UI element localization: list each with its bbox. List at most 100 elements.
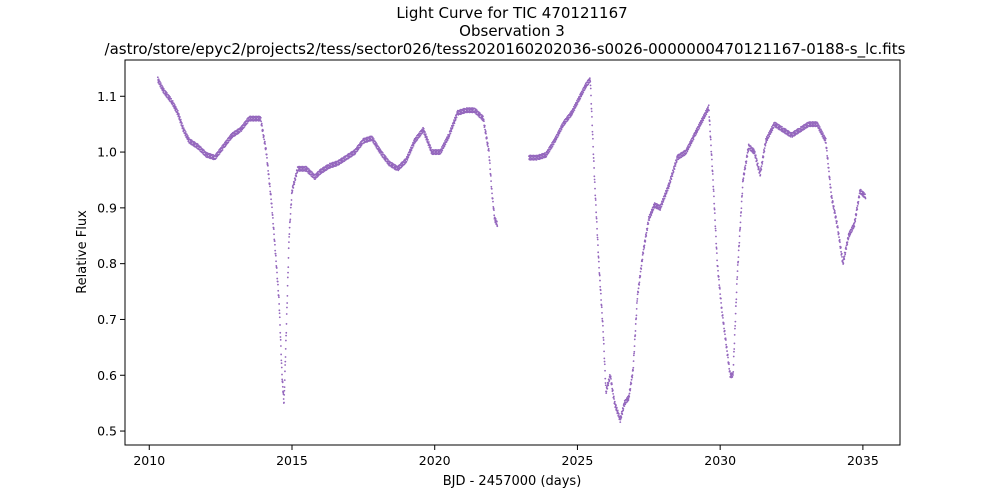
data-point — [403, 163, 406, 166]
data-point — [581, 88, 584, 91]
data-point — [823, 135, 826, 138]
data-point — [547, 152, 550, 154]
data-point — [576, 103, 579, 105]
data-point — [737, 256, 740, 258]
data-point — [378, 146, 380, 149]
data-point — [405, 160, 408, 163]
data-point — [488, 156, 491, 158]
data-point — [267, 164, 269, 167]
data-point — [288, 241, 290, 244]
data-point — [159, 85, 162, 88]
data-point — [595, 211, 598, 214]
data-point — [413, 142, 416, 145]
data-point — [567, 118, 570, 121]
data-point — [573, 109, 576, 112]
data-point — [857, 200, 860, 203]
data-point — [690, 142, 693, 145]
data-point — [599, 289, 602, 292]
data-point — [760, 168, 763, 171]
data-point — [770, 126, 773, 128]
data-point — [708, 116, 711, 118]
data-point — [445, 140, 448, 143]
data-point — [282, 398, 285, 400]
data-point — [706, 110, 709, 113]
data-point — [853, 221, 856, 224]
data-point — [762, 155, 765, 158]
data-point — [617, 411, 619, 414]
data-point — [173, 104, 176, 106]
data-point — [496, 225, 499, 228]
data-point — [278, 312, 281, 315]
data-point — [290, 199, 293, 201]
data-point — [444, 140, 446, 142]
data-point — [283, 386, 286, 389]
data-point — [646, 229, 649, 232]
data-point — [633, 350, 636, 353]
data-point — [354, 152, 357, 155]
data-point — [640, 264, 643, 267]
data-point — [427, 138, 429, 141]
data-point — [709, 130, 711, 133]
data-point — [589, 87, 592, 90]
data-point — [721, 314, 724, 316]
data-point — [494, 218, 497, 220]
data-point — [688, 146, 691, 148]
x-axis-ticks: 2010 2015 2020 2025 2030 2035 — [133, 445, 879, 468]
data-point — [284, 370, 286, 373]
data-point — [280, 359, 283, 362]
data-point — [285, 334, 287, 337]
data-point — [621, 413, 624, 416]
data-point — [843, 255, 846, 257]
data-point — [604, 377, 607, 380]
data-point — [846, 241, 849, 244]
data-point — [272, 222, 275, 225]
data-point — [736, 278, 738, 281]
data-point — [859, 188, 862, 191]
data-point — [483, 120, 485, 123]
data-point — [628, 392, 631, 395]
data-point — [617, 413, 620, 415]
data-point — [761, 160, 764, 163]
data-point — [289, 206, 292, 209]
data-point — [824, 137, 827, 140]
data-point — [261, 125, 263, 127]
data-point — [829, 183, 832, 186]
data-point — [745, 162, 748, 165]
data-point — [821, 130, 823, 133]
data-point — [832, 201, 834, 203]
data-point — [453, 122, 456, 125]
data-point — [266, 156, 268, 159]
data-point — [825, 146, 828, 149]
data-point — [454, 118, 457, 121]
data-point — [797, 129, 800, 132]
data-point — [489, 162, 491, 165]
data-point — [419, 134, 422, 137]
data-point — [604, 384, 607, 387]
data-point — [274, 254, 277, 257]
data-point — [375, 141, 377, 144]
data-point — [732, 355, 735, 358]
data-point — [601, 317, 604, 320]
data-point — [674, 165, 677, 167]
data-point — [740, 211, 743, 213]
data-point — [423, 133, 426, 136]
x-tick-label: 2030 — [704, 453, 736, 468]
data-point — [619, 418, 622, 421]
data-point — [837, 232, 840, 235]
data-point — [597, 255, 600, 258]
data-point — [275, 264, 278, 267]
data-point — [293, 181, 296, 183]
x-tick-label: 2035 — [847, 453, 879, 468]
data-point — [485, 132, 487, 135]
data-point — [723, 327, 725, 330]
y-tick-label: 0.9 — [97, 200, 117, 215]
data-point — [608, 374, 611, 376]
data-point — [758, 168, 760, 171]
data-point — [645, 231, 648, 234]
data-point — [694, 134, 697, 137]
data-point — [486, 137, 488, 140]
data-point — [243, 126, 246, 128]
data-point — [287, 271, 289, 274]
data-point — [596, 234, 599, 236]
data-point — [718, 286, 721, 289]
